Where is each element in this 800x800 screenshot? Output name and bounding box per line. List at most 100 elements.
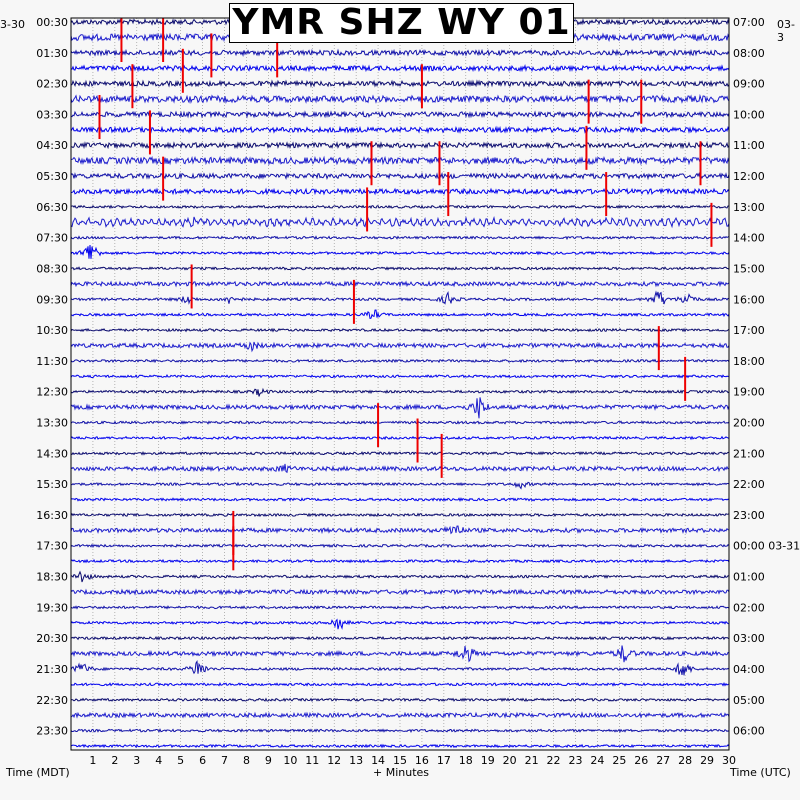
x-tick-label: 13 — [349, 754, 363, 767]
right-time-label: 01:00 — [733, 571, 765, 584]
right-time-label: 12:00 — [733, 170, 765, 183]
seismic-trace — [70, 215, 730, 229]
seismic-trace — [70, 110, 730, 119]
right-time-label: 11:00 — [733, 139, 765, 152]
x-tick-label: 9 — [265, 754, 272, 767]
left-time-label: 05:30 — [36, 170, 68, 183]
minute-grid — [92, 18, 708, 750]
seismic-trace — [70, 420, 730, 425]
seismic-trace — [70, 141, 730, 150]
seismic-trace — [70, 497, 730, 502]
seismic-trace — [70, 588, 730, 596]
x-axis-label: + Minutes — [373, 766, 430, 779]
seismic-trace — [70, 204, 729, 210]
seismic-traces — [70, 17, 730, 749]
clipped-spikes — [98, 18, 713, 571]
seismic-trace — [70, 244, 730, 259]
seismic-trace — [70, 558, 730, 564]
seismic-trace — [71, 155, 730, 166]
left-time-label: 04:30 — [36, 139, 68, 152]
x-tick-label: 27 — [656, 754, 670, 767]
left-time-label: 21:30 — [36, 663, 68, 676]
x-tick-label: 16 — [415, 754, 429, 767]
right-time-label: 20:00 — [733, 417, 765, 430]
right-date-label: 03-3 — [777, 18, 795, 44]
seismic-trace — [70, 79, 730, 88]
seismic-trace — [70, 387, 730, 397]
seismic-trace — [70, 728, 730, 733]
seismic-trace — [70, 512, 730, 518]
right-time-label: 08:00 — [733, 47, 765, 60]
seismic-trace — [70, 450, 730, 456]
x-tick-label: 22 — [547, 754, 561, 767]
x-tick-label: 3 — [133, 754, 140, 767]
right-time-label: 05:00 — [733, 694, 765, 707]
left-time-label: 01:30 — [36, 47, 68, 60]
x-tick-label: 30 — [722, 754, 736, 767]
left-time-label: 02:30 — [36, 78, 68, 91]
left-time-label: 17:30 — [36, 540, 68, 553]
seismic-trace — [70, 525, 730, 535]
seismic-trace — [70, 327, 730, 333]
seismic-trace — [70, 743, 730, 749]
seismic-trace — [70, 172, 730, 181]
right-time-label: 10:00 — [733, 108, 765, 121]
x-tick-label: 24 — [590, 754, 604, 767]
right-time-label: 22:00 — [733, 478, 765, 491]
seismic-trace — [70, 63, 730, 73]
left-time-label: 06:30 — [36, 201, 68, 214]
right-time-label: 16:00 — [733, 293, 765, 306]
seismic-trace — [70, 645, 730, 663]
left-time-label: 12:30 — [36, 386, 68, 399]
seismic-trace — [70, 309, 730, 319]
left-time-label: 14:30 — [36, 447, 68, 460]
x-tick-label: 7 — [221, 754, 228, 767]
right-time-label: 04:00 — [733, 663, 765, 676]
seismic-trace — [70, 711, 730, 719]
right-time-label: 00:00 03-31 — [733, 540, 800, 553]
x-tick-label: 29 — [700, 754, 714, 767]
right-time-label: 07:00 — [733, 16, 765, 29]
x-tick-label: 10 — [283, 754, 297, 767]
right-time-label: 17:00 — [733, 324, 765, 337]
left-time-label: 19:30 — [36, 601, 68, 614]
x-tick-labels: 1 2 3 4 5 6 7 8 9 10 11 12 13 14 15 16 17 18 19 20 21 22 23 24 2… — [89, 754, 736, 767]
seismic-trace — [70, 374, 729, 379]
seismic-trace — [70, 266, 730, 271]
left-date-label: 3-30 — [0, 18, 25, 31]
x-tick-label: 5 — [177, 754, 184, 767]
x-tick-label: 11 — [305, 754, 319, 767]
left-time-label: 13:30 — [36, 417, 68, 430]
right-time-label: 09:00 — [733, 78, 765, 91]
x-tick-label: 14 — [371, 754, 385, 767]
seismic-trace — [70, 605, 730, 610]
left-time-label: 15:30 — [36, 478, 68, 491]
left-time-label: 23:30 — [36, 725, 68, 738]
x-tick-label: 12 — [327, 754, 341, 767]
y-axis-label-left: Time (MDT) — [6, 766, 70, 779]
x-tick-label: 8 — [243, 754, 250, 767]
left-time-label: 20:30 — [36, 632, 68, 645]
seismic-trace — [70, 570, 730, 583]
left-time-label: 11:30 — [36, 355, 68, 368]
left-time-label: 00:30 — [36, 16, 68, 29]
seismic-trace — [70, 463, 730, 474]
seismic-trace — [70, 481, 730, 490]
right-time-labels: 07:00 08:00 09:00 10:00 11:00 12:00 13:00 14:00… — [733, 16, 800, 738]
right-time-label: 23:00 — [733, 509, 765, 522]
x-tick-label: 2 — [111, 754, 118, 767]
chart-title: YMR SHZ WY 01 — [229, 3, 574, 43]
left-time-label: 03:30 — [36, 108, 68, 121]
seismic-trace — [70, 635, 730, 641]
seismic-trace — [70, 93, 730, 104]
seismic-trace — [70, 48, 730, 57]
y-axis-label-right: Time (UTC) — [730, 766, 791, 779]
x-tick-label: 26 — [634, 754, 648, 767]
seismic-trace — [70, 543, 730, 549]
seismic-trace — [70, 358, 730, 364]
right-time-label: 14:00 — [733, 232, 765, 245]
left-time-labels: 00:30 01:30 02:30 03:30 04:30 05:30 06:30 07:30… — [36, 16, 68, 738]
seismic-trace — [70, 435, 730, 441]
left-time-label: 07:30 — [36, 232, 68, 245]
x-tick-label: 23 — [568, 754, 582, 767]
